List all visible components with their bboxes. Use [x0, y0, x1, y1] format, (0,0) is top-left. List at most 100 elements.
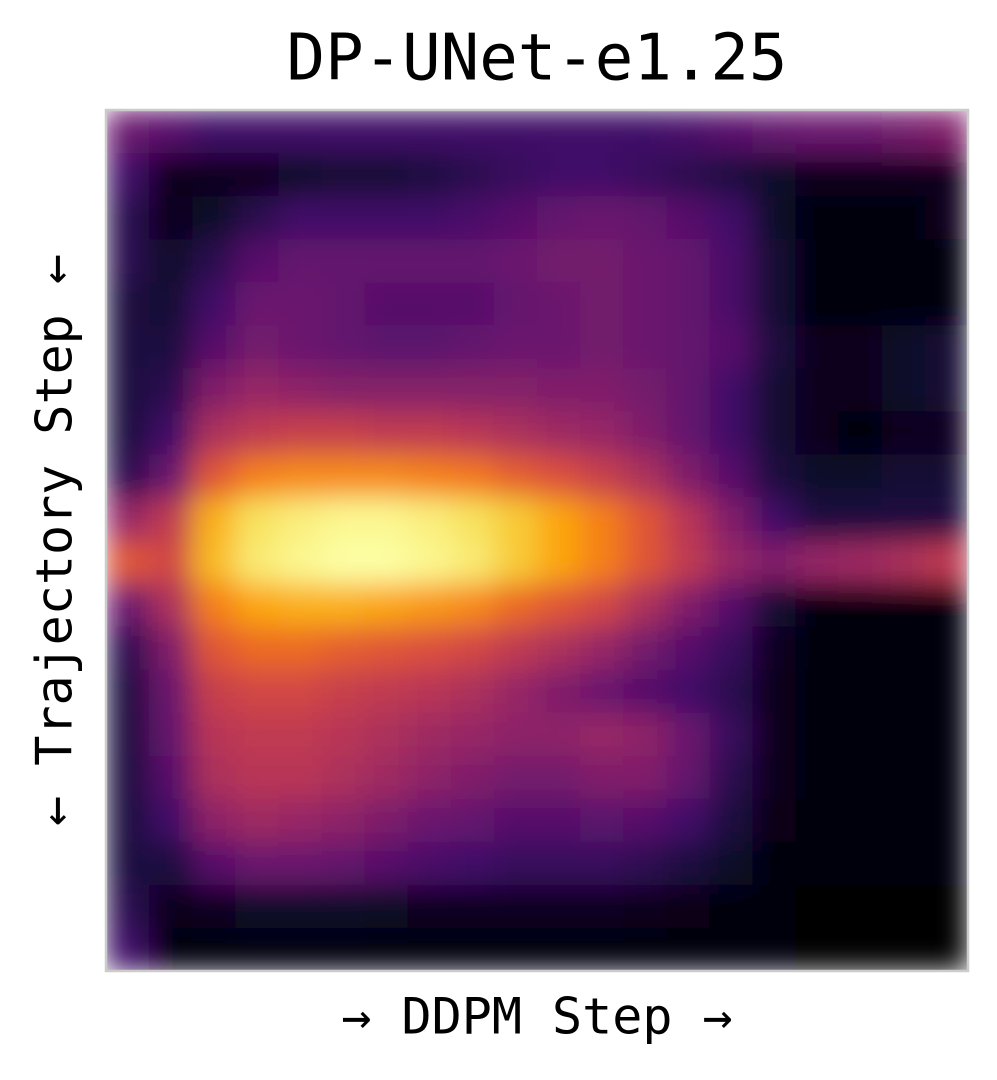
heatmap-cell — [278, 798, 323, 843]
heatmap-cell — [752, 884, 797, 929]
heatmap-cell — [493, 583, 538, 628]
heatmap-cell — [450, 583, 495, 628]
heatmap-cell — [106, 368, 150, 412]
heatmap-cell — [493, 755, 538, 800]
heatmap-cell — [364, 841, 409, 886]
heatmap-cell — [838, 884, 883, 929]
heatmap-cell — [881, 497, 926, 542]
heatmap-cell — [623, 927, 667, 971]
heatmap-cell — [235, 454, 279, 499]
heatmap-cell — [192, 110, 236, 154]
heatmap-cell — [192, 454, 236, 499]
heatmap-cell — [450, 755, 495, 800]
heatmap-cell — [924, 454, 968, 499]
heatmap-cell — [235, 110, 279, 154]
heatmap-cell — [537, 196, 581, 240]
heatmap-cell — [106, 669, 150, 714]
heatmap-cell — [278, 841, 323, 886]
heatmap-cell — [106, 239, 150, 283]
heatmap-cell — [192, 927, 236, 971]
heatmap-cell — [106, 497, 150, 542]
heatmap-cell — [795, 325, 840, 369]
heatmap-cell — [407, 110, 452, 154]
heatmap-cell — [838, 196, 883, 240]
heatmap-cell — [881, 325, 926, 369]
heatmap-cell — [838, 669, 883, 714]
heatmap-cell — [278, 497, 323, 542]
heatmap-cell — [623, 239, 667, 283]
heatmap-cell — [838, 239, 883, 283]
heatmap-cell — [795, 153, 840, 197]
heatmap-cell — [192, 884, 236, 929]
heatmap-cell — [580, 583, 624, 628]
heatmap-cell — [924, 669, 968, 714]
heatmap-cell — [795, 368, 840, 412]
heatmap-cell — [149, 282, 193, 326]
heatmap-cell — [407, 798, 452, 843]
heatmap-cell — [407, 325, 452, 369]
heatmap-cell — [493, 669, 538, 714]
heatmap-cell — [752, 196, 797, 240]
heatmap-cell — [106, 454, 150, 499]
heatmap-cell — [235, 626, 279, 671]
heatmap-cell — [321, 583, 366, 628]
heatmap-cell — [407, 583, 452, 628]
heatmap-cell — [450, 884, 495, 929]
heatmap-cell — [924, 239, 968, 283]
heatmap-cell — [537, 497, 581, 542]
heatmap-cell — [795, 755, 840, 800]
heatmap-cell — [709, 884, 754, 929]
heatmap-cell — [321, 540, 366, 585]
heatmap-cell — [278, 583, 323, 628]
heatmap-cell — [407, 540, 452, 585]
heatmap-cell — [364, 196, 409, 240]
heatmap-cell — [666, 411, 710, 455]
heatmap-cell — [752, 239, 797, 283]
heatmap-cell — [795, 583, 840, 628]
heatmap-cell — [235, 841, 279, 886]
heatmap-cell — [321, 712, 366, 757]
heatmap-cell — [106, 712, 150, 757]
heatmap-cell — [321, 798, 366, 843]
heatmap-cell — [149, 368, 193, 412]
heatmap-cell — [666, 110, 710, 154]
heatmap-cell — [666, 239, 710, 283]
heatmap-cell — [321, 884, 366, 929]
heatmap-cell — [278, 712, 323, 757]
heatmap-cell — [838, 626, 883, 671]
heatmap-cell — [838, 755, 883, 800]
heatmap-cell — [321, 755, 366, 800]
heatmap-cell — [149, 712, 193, 757]
heatmap-cell — [752, 755, 797, 800]
heatmap-cell — [235, 755, 279, 800]
heatmap-cell — [450, 841, 495, 886]
heatmap-cell — [106, 282, 150, 326]
heatmap-cell — [838, 282, 883, 326]
heatmap-cell — [493, 196, 538, 240]
heatmap-cell — [192, 239, 236, 283]
heatmap-cell — [493, 110, 538, 154]
heatmap-cell — [838, 497, 883, 542]
heatmap-cell — [450, 110, 495, 154]
heatmap-cell — [364, 798, 409, 843]
heatmap-cell — [838, 325, 883, 369]
heatmap-cell — [881, 669, 926, 714]
heatmap-cell — [623, 755, 667, 800]
heatmap-cell — [580, 755, 624, 800]
heatmap-cell — [838, 841, 883, 886]
heatmap-cell — [623, 325, 667, 369]
heatmap-cell — [623, 282, 667, 326]
heatmap-cell — [149, 669, 193, 714]
heatmap-cell — [537, 927, 581, 971]
heatmap-cell — [666, 540, 710, 585]
heatmap-cell — [364, 411, 409, 455]
heatmap-cell — [149, 798, 193, 843]
heatmap-cell — [795, 239, 840, 283]
heatmap-cell — [666, 497, 710, 542]
heatmap-cell — [450, 497, 495, 542]
heatmap-cell — [752, 282, 797, 326]
heatmap-cell — [709, 454, 754, 499]
heatmap-cell — [407, 411, 452, 455]
heatmap-cell — [666, 583, 710, 628]
